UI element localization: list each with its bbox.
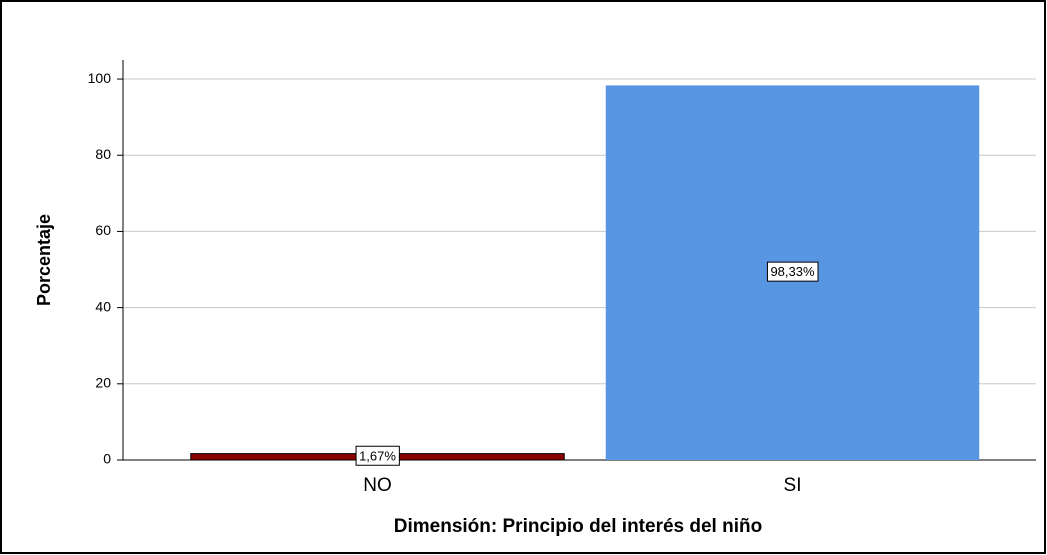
value-label: 98,33% — [770, 264, 815, 279]
y-tick-label: 40 — [95, 298, 111, 314]
y-tick-label: 0 — [103, 451, 111, 467]
y-tick-label: 80 — [95, 146, 111, 162]
y-tick-label: 100 — [88, 70, 112, 86]
value-label: 1,67% — [359, 448, 396, 463]
value-label-box — [766, 261, 819, 282]
x-axis-label: Dimensión: Principio del interés del niñ… — [394, 516, 762, 537]
y-tick-label: 60 — [95, 222, 111, 238]
y-axis-label: Porcentaje — [34, 214, 54, 306]
x-tick-label: NO — [363, 475, 392, 496]
x-tick-label: SI — [784, 475, 802, 496]
y-tick-label: 20 — [95, 375, 111, 391]
value-label-box — [355, 445, 400, 466]
